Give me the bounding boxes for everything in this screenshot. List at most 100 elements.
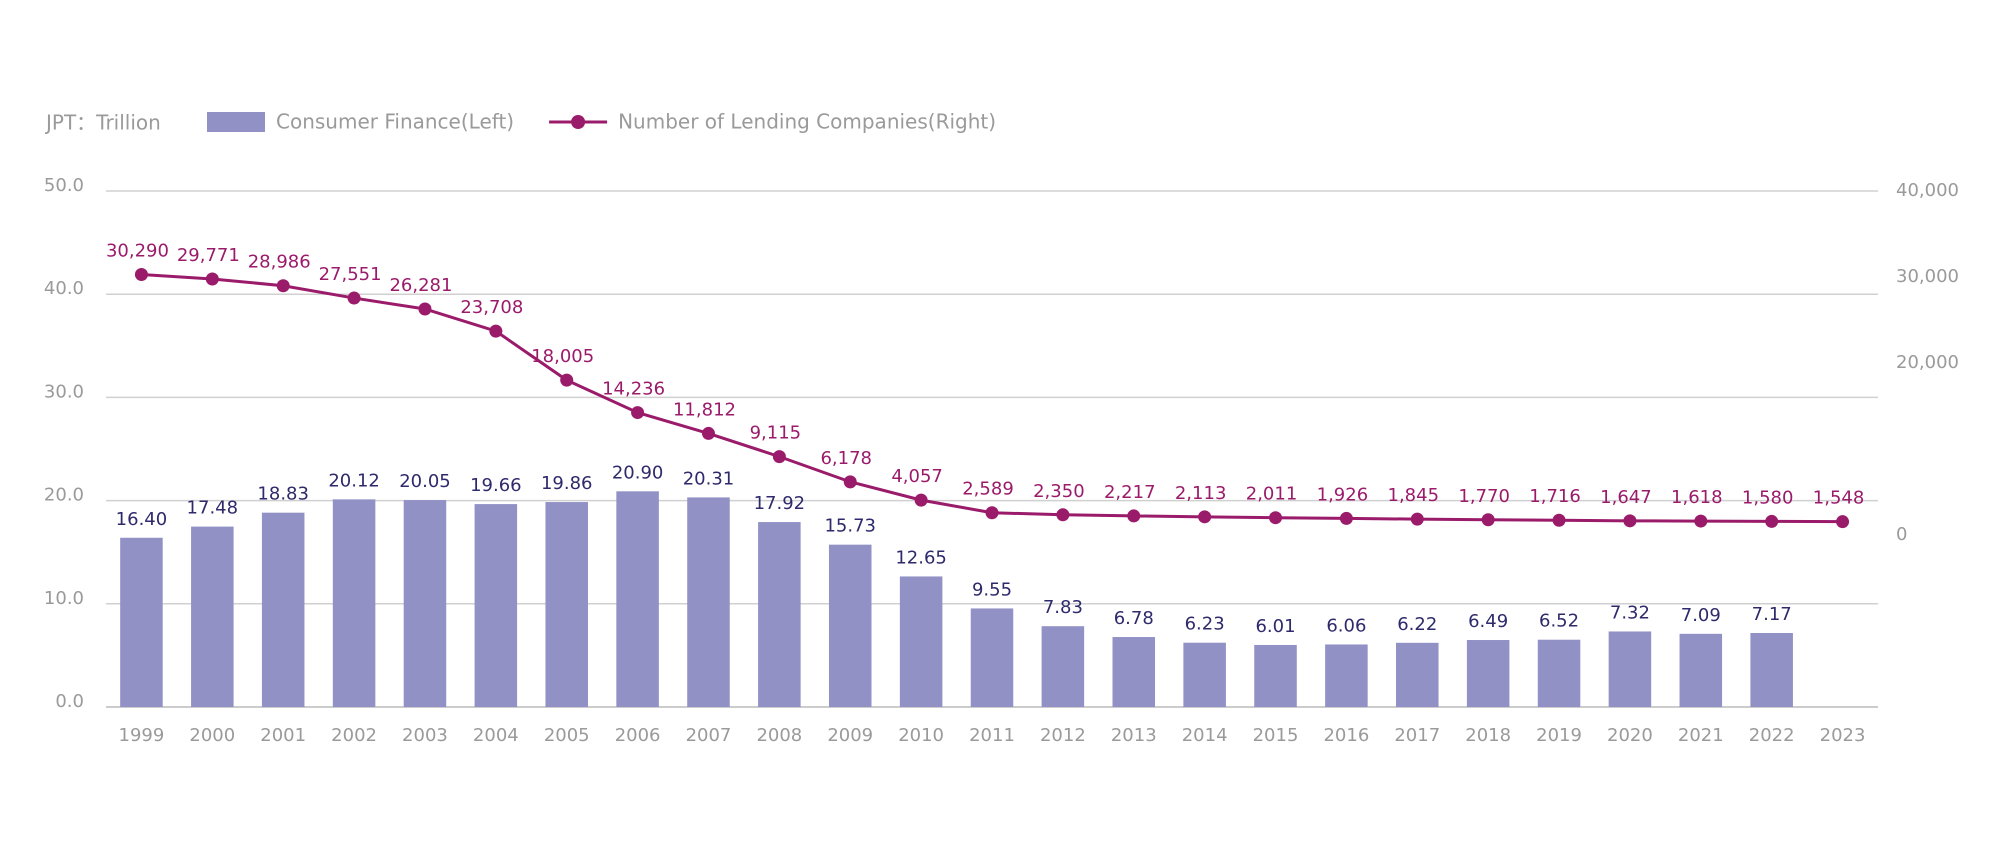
x-tick-label: 2013 (1111, 725, 1157, 746)
line-point (1694, 514, 1708, 528)
line-value-label: 2,350 (1033, 481, 1085, 502)
line-point (1836, 515, 1850, 529)
bar-value-label: 20.31 (683, 468, 735, 489)
line-point (560, 373, 574, 387)
bar (687, 497, 730, 707)
x-tick-label: 2021 (1678, 725, 1724, 746)
x-tick-label: 2011 (969, 725, 1015, 746)
line-value-label: 1,926 (1317, 484, 1369, 505)
line-value-label: 14,236 (602, 379, 665, 400)
line-point (347, 291, 361, 305)
unit-label: JPT：Trillion (44, 111, 161, 135)
line-point (134, 268, 148, 282)
bar (828, 544, 872, 707)
y-tick-label: 30.0 (44, 381, 84, 402)
bar (1608, 631, 1652, 707)
line-value-label: 1,548 (1813, 488, 1865, 509)
line-point (1269, 511, 1283, 525)
legend-label: Consumer Finance(Left) (276, 110, 514, 134)
x-tick-label: 2006 (615, 725, 661, 746)
line-value-label: 2,589 (962, 479, 1014, 500)
line-value-label: 28,986 (248, 252, 311, 273)
y2-tick-label: 20,000 (1896, 352, 1959, 373)
y-tick-label: 20.0 (44, 485, 84, 506)
bar-value-label: 12.65 (895, 547, 947, 568)
x-tick-label: 2012 (1040, 725, 1086, 746)
line-value-label: 1,647 (1600, 487, 1652, 508)
x-tick-label: 2020 (1607, 725, 1653, 746)
legend-swatch (207, 112, 265, 132)
line-value-label: 1,845 (1388, 485, 1440, 506)
x-tick-label: 2019 (1536, 725, 1582, 746)
bar (1041, 626, 1085, 707)
line-value-label: 9,115 (750, 423, 802, 444)
x-tick-label: 2001 (260, 725, 306, 746)
line-point (1339, 511, 1353, 525)
bar (1679, 633, 1723, 707)
line-point (1481, 513, 1495, 527)
bar-value-label: 6.22 (1397, 614, 1437, 635)
x-tick-label: 2007 (686, 725, 732, 746)
bar-value-label: 17.92 (754, 493, 806, 514)
bar (120, 537, 163, 707)
line-value-label: 2,113 (1175, 483, 1227, 504)
x-tick-label: 1999 (119, 725, 165, 746)
legend-swatch (571, 115, 586, 129)
bar-value-label: 20.05 (399, 471, 451, 492)
x-tick-label: 2009 (827, 725, 873, 746)
y-tick-label: 10.0 (44, 588, 84, 609)
bar-value-label: 17.48 (187, 498, 239, 519)
line-point (1623, 514, 1637, 528)
x-tick-label: 2003 (402, 725, 448, 746)
bar (1325, 644, 1368, 707)
line-point (1765, 514, 1779, 528)
line-point (631, 406, 645, 420)
y2-tick-label: 0 (1896, 524, 1907, 545)
line-point (843, 475, 857, 489)
line-value-label: 27,551 (319, 264, 382, 285)
x-tick-label: 2014 (1182, 725, 1228, 746)
line-value-label: 1,770 (1458, 486, 1510, 507)
line-point (489, 324, 503, 338)
line-point (985, 506, 999, 520)
line-value-label: 1,618 (1671, 487, 1723, 508)
bar (474, 504, 518, 707)
bar-value-label: 16.40 (116, 509, 168, 530)
line-value-label: 11,812 (673, 399, 736, 420)
bar (1466, 640, 1510, 707)
y-tick-label: 50.0 (44, 175, 84, 196)
x-tick-label: 2005 (544, 725, 590, 746)
bar (1183, 642, 1226, 707)
bar-value-label: 20.12 (328, 470, 380, 491)
line-value-label: 30,290 (106, 241, 169, 262)
line-point (701, 426, 715, 440)
line-point (1056, 508, 1070, 522)
line-value-label: 2,217 (1104, 482, 1156, 503)
y-tick-label: 40.0 (44, 278, 84, 299)
line-point (914, 493, 928, 507)
bar-value-label: 18.83 (257, 484, 309, 505)
bar (1537, 639, 1581, 707)
bar-value-label: 15.73 (824, 516, 876, 537)
line-value-label: 6,178 (820, 448, 872, 469)
line-value-label: 23,708 (460, 297, 523, 318)
y2-tick-label: 40,000 (1896, 180, 1959, 201)
x-tick-label: 2023 (1820, 725, 1866, 746)
bar (261, 512, 305, 707)
x-tick-label: 2015 (1253, 725, 1299, 746)
bar (970, 608, 1014, 707)
line-value-label: 1,716 (1529, 486, 1581, 507)
line-value-label: 4,057 (891, 466, 943, 487)
line-point (205, 272, 219, 286)
bar (758, 522, 801, 707)
bar-value-label: 7.83 (1043, 597, 1083, 618)
bar-value-label: 19.86 (541, 473, 593, 494)
bar-value-label: 19.66 (470, 475, 522, 496)
bar (403, 500, 447, 707)
line-point (276, 279, 290, 293)
bar (1112, 637, 1156, 707)
x-tick-label: 2000 (189, 725, 235, 746)
bar-value-label: 7.17 (1752, 604, 1792, 625)
bar-value-label: 6.49 (1468, 611, 1508, 632)
